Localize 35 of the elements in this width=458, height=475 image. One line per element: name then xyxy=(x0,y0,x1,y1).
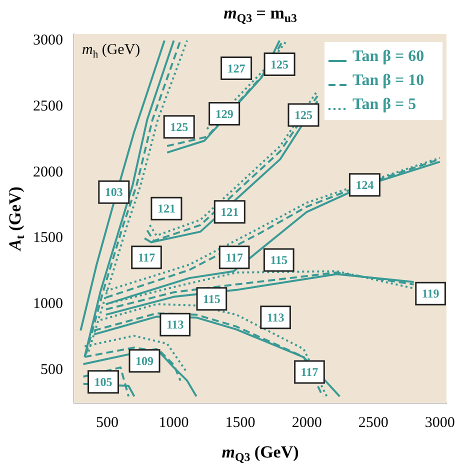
annotation: 109 xyxy=(136,354,154,368)
annotation: 124 xyxy=(356,178,374,192)
y-tick-label: 1500 xyxy=(33,230,63,246)
annotation: 129 xyxy=(215,106,234,121)
annotation: 127 xyxy=(227,61,246,76)
annotation: 113 xyxy=(266,310,284,324)
legend-label: Tan β = 5 xyxy=(352,96,416,114)
annotation: 125 xyxy=(270,57,289,72)
annotation: 119 xyxy=(422,286,440,301)
annotation: 117 xyxy=(300,365,318,380)
y-tick-label: 2500 xyxy=(33,98,63,114)
legend-label: Tan β = 60 xyxy=(352,48,424,66)
annotation: 103 xyxy=(104,185,123,200)
y-tick-label: 3000 xyxy=(33,32,63,49)
x-tick-label: 1000 xyxy=(158,414,189,431)
x-tick-label: 2500 xyxy=(358,414,388,431)
y-tick-label: 500 xyxy=(40,362,63,378)
y-tick-label: 2000 xyxy=(33,164,63,180)
x-tick-label: 500 xyxy=(96,414,119,431)
annotation: 117 xyxy=(138,250,156,264)
x-tick-label: 3000 xyxy=(424,414,455,431)
annotation: 105 xyxy=(94,375,112,390)
annotation: 125 xyxy=(170,120,188,134)
annotation: 115 xyxy=(270,253,288,268)
legend-label: Tan β = 10 xyxy=(352,72,424,90)
annotation: 117 xyxy=(226,250,243,264)
annotation: 121 xyxy=(220,205,239,220)
annotation: 125 xyxy=(294,108,312,122)
y-tick-label: 1000 xyxy=(33,296,63,312)
annotation: 115 xyxy=(203,292,220,306)
x-tick-label: 2000 xyxy=(292,414,322,431)
annotation: 113 xyxy=(166,318,184,332)
y-axis-title: At (GeV) xyxy=(5,186,28,252)
x-tick-label: 1500 xyxy=(225,414,256,431)
annotation: 121 xyxy=(157,202,176,216)
